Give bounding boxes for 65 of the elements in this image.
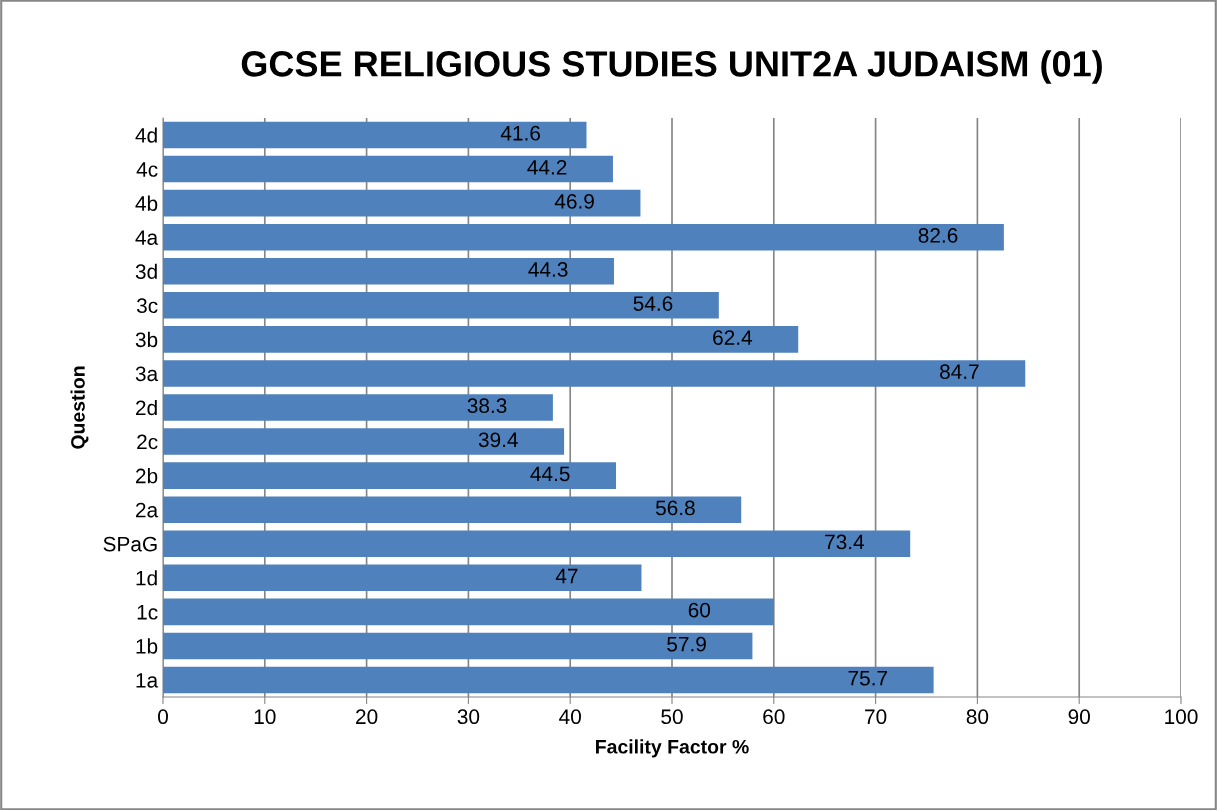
x-tick-label: 60 bbox=[763, 709, 785, 725]
bar bbox=[163, 564, 642, 592]
y-tick-label: 4b bbox=[135, 195, 158, 211]
bar bbox=[163, 632, 753, 660]
y-tick-label: 1b bbox=[136, 638, 158, 654]
data-label: 62.4 bbox=[713, 330, 753, 345]
bar bbox=[163, 598, 774, 626]
data-label: 44.2 bbox=[527, 159, 567, 175]
data-label: 75.7 bbox=[848, 671, 888, 686]
y-axis-title: Question bbox=[70, 366, 89, 449]
x-tick-label: 80 bbox=[966, 709, 989, 725]
y-tick-label: 2a bbox=[136, 502, 159, 518]
y-tick-label: 3b bbox=[135, 331, 158, 348]
data-label: 84.7 bbox=[940, 364, 979, 380]
data-label: 44.3 bbox=[528, 262, 568, 277]
bar bbox=[163, 121, 587, 149]
y-tick-label: SPaG bbox=[103, 536, 157, 552]
data-label: 73.4 bbox=[825, 534, 865, 550]
y-tick-label: 2b bbox=[136, 468, 158, 484]
x-tick-label: 50 bbox=[661, 709, 683, 725]
x-tick-label: 10 bbox=[254, 709, 276, 725]
data-label: 46.9 bbox=[554, 193, 594, 209]
y-tick-label: 4a bbox=[135, 230, 159, 245]
bar bbox=[163, 223, 1004, 251]
data-label: 44.5 bbox=[530, 466, 570, 482]
data-label: 41.6 bbox=[500, 125, 541, 141]
bar bbox=[163, 462, 617, 489]
y-tick-label: 3c bbox=[136, 298, 158, 314]
bar bbox=[163, 428, 565, 455]
x-tick-label: 100 bbox=[1165, 709, 1198, 725]
y-tick-label: 2c bbox=[137, 434, 158, 450]
bar bbox=[163, 530, 911, 558]
bar bbox=[163, 666, 934, 694]
x-tick-label: 90 bbox=[1068, 709, 1090, 725]
bar bbox=[163, 257, 614, 285]
bar bbox=[163, 496, 742, 523]
data-label: 82.6 bbox=[918, 228, 958, 243]
bar bbox=[163, 326, 799, 353]
y-tick-label: 4c bbox=[136, 162, 158, 177]
chart-title: GCSE RELIGIOUS STUDIES UNIT2A JUDAISM (01) bbox=[241, 50, 1102, 84]
data-label: 60 bbox=[688, 602, 711, 618]
y-tick-label: 1d bbox=[136, 570, 157, 586]
bar bbox=[163, 155, 613, 183]
bar bbox=[163, 394, 553, 421]
data-label: 47 bbox=[555, 568, 578, 584]
y-tick-label: 3d bbox=[135, 263, 157, 280]
y-tick-label: 1c bbox=[137, 605, 158, 620]
data-label: 39.4 bbox=[478, 432, 518, 448]
data-label: 38.3 bbox=[467, 398, 507, 414]
bar bbox=[163, 292, 719, 319]
data-label: 54.6 bbox=[633, 296, 673, 311]
x-tick-label: 0 bbox=[158, 709, 168, 725]
y-tick-label: 2d bbox=[136, 399, 157, 416]
y-tick-label: 4d bbox=[135, 127, 157, 143]
y-tick-label: 3a bbox=[135, 366, 159, 382]
data-label: 56.8 bbox=[655, 500, 695, 516]
x-tick-label: 40 bbox=[559, 709, 581, 725]
bar bbox=[163, 360, 1026, 387]
x-tick-label: 30 bbox=[457, 709, 480, 725]
bar bbox=[163, 189, 641, 217]
data-label: 57.9 bbox=[667, 636, 706, 652]
y-tick-label: 1a bbox=[136, 673, 159, 688]
x-tick-label: 20 bbox=[356, 709, 378, 725]
x-tick-label: 70 bbox=[865, 709, 887, 725]
x-axis-title: Facility Factor % bbox=[596, 739, 749, 758]
